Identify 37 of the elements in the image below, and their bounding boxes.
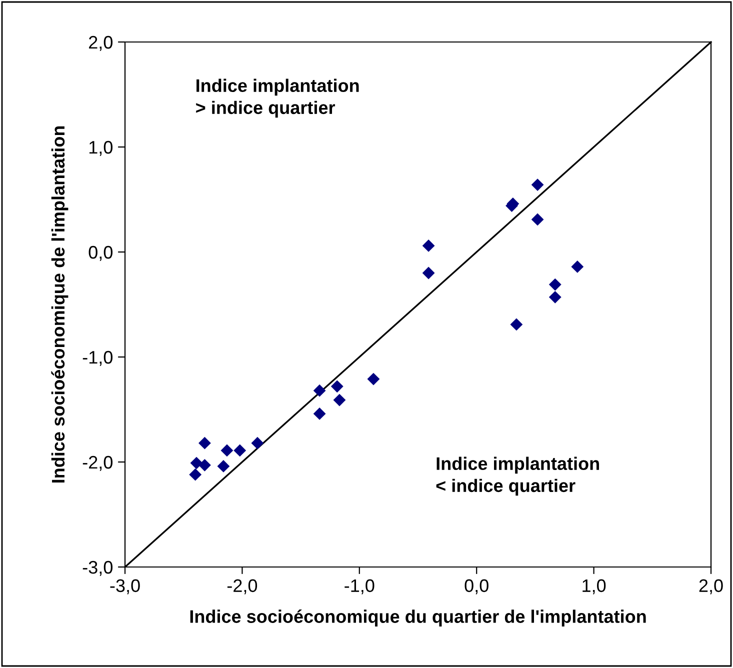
point <box>571 260 584 273</box>
point <box>217 460 230 472</box>
x-axis-title: Indice socioéconomique du quartier de l'implantation <box>190 610 646 627</box>
y-tick-label: -2,0 <box>82 456 112 471</box>
point <box>548 290 562 304</box>
x-tick-label: -2,0 <box>227 579 258 594</box>
x-tick-label: -3,0 <box>110 579 140 594</box>
point <box>313 407 326 420</box>
x-tick-label: 1,0 <box>582 579 606 594</box>
point <box>330 380 344 393</box>
point <box>531 178 544 192</box>
point <box>198 436 211 450</box>
point <box>367 372 380 386</box>
annotation: Indice implantation < indice quartier <box>436 456 599 496</box>
x-tick-label: -1,0 <box>344 579 374 594</box>
point <box>189 468 202 481</box>
point <box>251 436 264 450</box>
x-tick-label: 2,0 <box>699 579 723 594</box>
x-tick-label: 0,0 <box>464 579 488 594</box>
point <box>510 318 523 331</box>
y-tick-label: 2,0 <box>89 36 112 51</box>
point <box>422 239 435 252</box>
point <box>220 444 234 457</box>
point <box>422 266 435 280</box>
point <box>234 444 246 457</box>
point <box>190 456 203 470</box>
point <box>531 213 544 226</box>
y-axis-title: Indice socioéconomique de l'implantation <box>51 126 68 482</box>
annotation: Indice implantation > indice quartier <box>196 78 359 118</box>
y-tick-label: -3,0 <box>82 560 112 576</box>
point <box>548 278 562 291</box>
point <box>313 384 326 397</box>
y-tick-label: -1,0 <box>82 350 112 366</box>
point <box>333 394 346 406</box>
point <box>198 458 211 472</box>
y-tick-label: 0,0 <box>88 246 112 261</box>
y-tick-label: 1,0 <box>89 140 112 156</box>
